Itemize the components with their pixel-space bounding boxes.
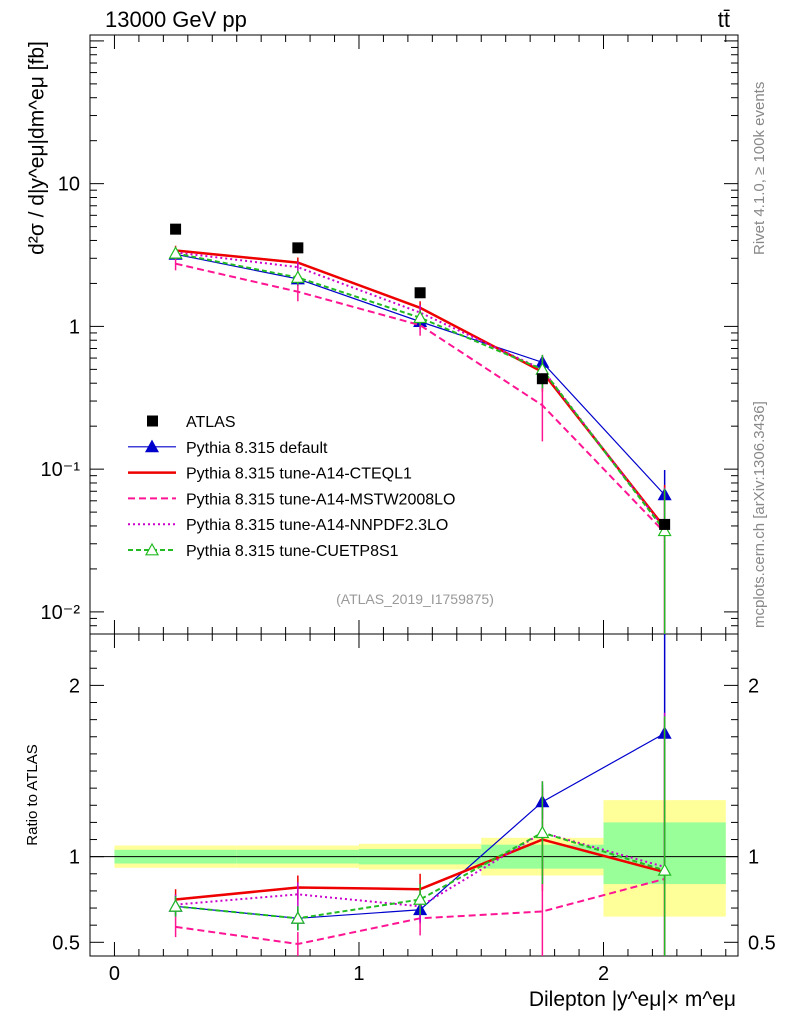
series-marker [413, 892, 428, 905]
x-tick-label: 0 [109, 963, 120, 985]
legend-label: Pythia 8.315 default [186, 440, 328, 457]
legend-entry: Pythia 8.315 tune-CUETP8S1 [128, 542, 399, 560]
series-marker [657, 863, 672, 876]
x-tick-label: 2 [598, 963, 609, 985]
energy-label: 13000 GeV pp [105, 7, 247, 32]
legend-label: Pythia 8.315 tune-A14-NNPDF2.3LO [186, 517, 448, 534]
main-y-tick-label: 10⁻¹ [41, 459, 81, 481]
series-atlas-data [170, 223, 671, 530]
main-y-axis-title: d²σ / d|y^eμ|dm^eμ [fb] [26, 41, 49, 255]
atlas-data-marker [536, 373, 548, 385]
main-y-tick-label: 10⁻² [41, 602, 81, 624]
legend-entry: Pythia 8.315 default [128, 439, 328, 457]
legend-entry: ATLAS [147, 414, 236, 431]
x-tick-label: 1 [353, 963, 364, 985]
series-marker [168, 246, 183, 259]
legend-label: Pythia 8.315 tune-A14-MSTW2008LO [186, 491, 455, 508]
legend-entry: Pythia 8.315 tune-A14-CTEQL1 [128, 466, 412, 483]
ratio-y-tick-label-right: 2 [748, 675, 759, 697]
series-pythia-8-315-default [168, 247, 672, 931]
data-series [168, 223, 672, 956]
ratio-panel-frame [89, 633, 739, 957]
series-marker [144, 542, 160, 556]
legend-label: Pythia 8.315 tune-CUETP8S1 [186, 543, 399, 560]
rivet-version-label: Rivet 4.1.0, ≥ 100k events [751, 82, 768, 255]
series-marker [290, 911, 305, 924]
atlas-data-marker [170, 223, 182, 235]
legend-entry: Pythia 8.315 tune-A14-NNPDF2.3LO [128, 517, 448, 534]
x-axis-title: Dilepton |y^eμ|× m^eμ [529, 988, 736, 1011]
series-line-main [175, 251, 666, 530]
series-marker [413, 310, 428, 324]
ratio-y-axis-title: Ratio to ATLAS [24, 744, 41, 845]
series-marker [657, 523, 672, 537]
process-label: tt̄ [718, 7, 730, 32]
main-y-tick-label: 10 [58, 174, 80, 196]
ratio-y-tick-label-right: 1 [748, 847, 759, 869]
main-y-tick-label: 1 [69, 316, 80, 338]
ratio-y-tick-label: 1 [69, 847, 80, 869]
series-line-main [175, 252, 666, 532]
series-line-main [175, 262, 666, 534]
legend: ATLAS Pythia 8.315 default Pythia 8.315 tu… [128, 414, 455, 560]
series-marker [535, 825, 550, 839]
atlas-data-marker [414, 287, 426, 299]
legend-entry: Pythia 8.315 tune-A14-MSTW2008LO [128, 491, 455, 508]
legend-marker [147, 415, 158, 427]
series-marker [144, 439, 160, 453]
tick-labels: 0 1 2 10⁻² 10⁻¹ 1 10 0.5 0.5 1 1 2 2 [41, 174, 776, 985]
atlas-data-marker [659, 518, 671, 530]
series-marker [290, 270, 305, 283]
mcplots-label: mcplots.cern.ch [arXiv:1306.3436] [751, 401, 768, 628]
series-marker [168, 899, 183, 912]
atlas-data-marker [292, 242, 304, 254]
legend-label: ATLAS [186, 414, 236, 431]
legend-label: Pythia 8.315 tune-A14-CTEQL1 [186, 466, 412, 483]
ratio-y-tick-label-right: 0.5 [748, 932, 776, 954]
series-pythia-8-315-tune-cuetp8s1 [168, 246, 672, 956]
ratio-y-tick-label: 0.5 [52, 932, 80, 954]
ratio-y-tick-label: 2 [69, 675, 80, 697]
series-line-ratio [175, 831, 665, 920]
analysis-tag: (ATLAS_2019_I1759875) [336, 591, 494, 607]
